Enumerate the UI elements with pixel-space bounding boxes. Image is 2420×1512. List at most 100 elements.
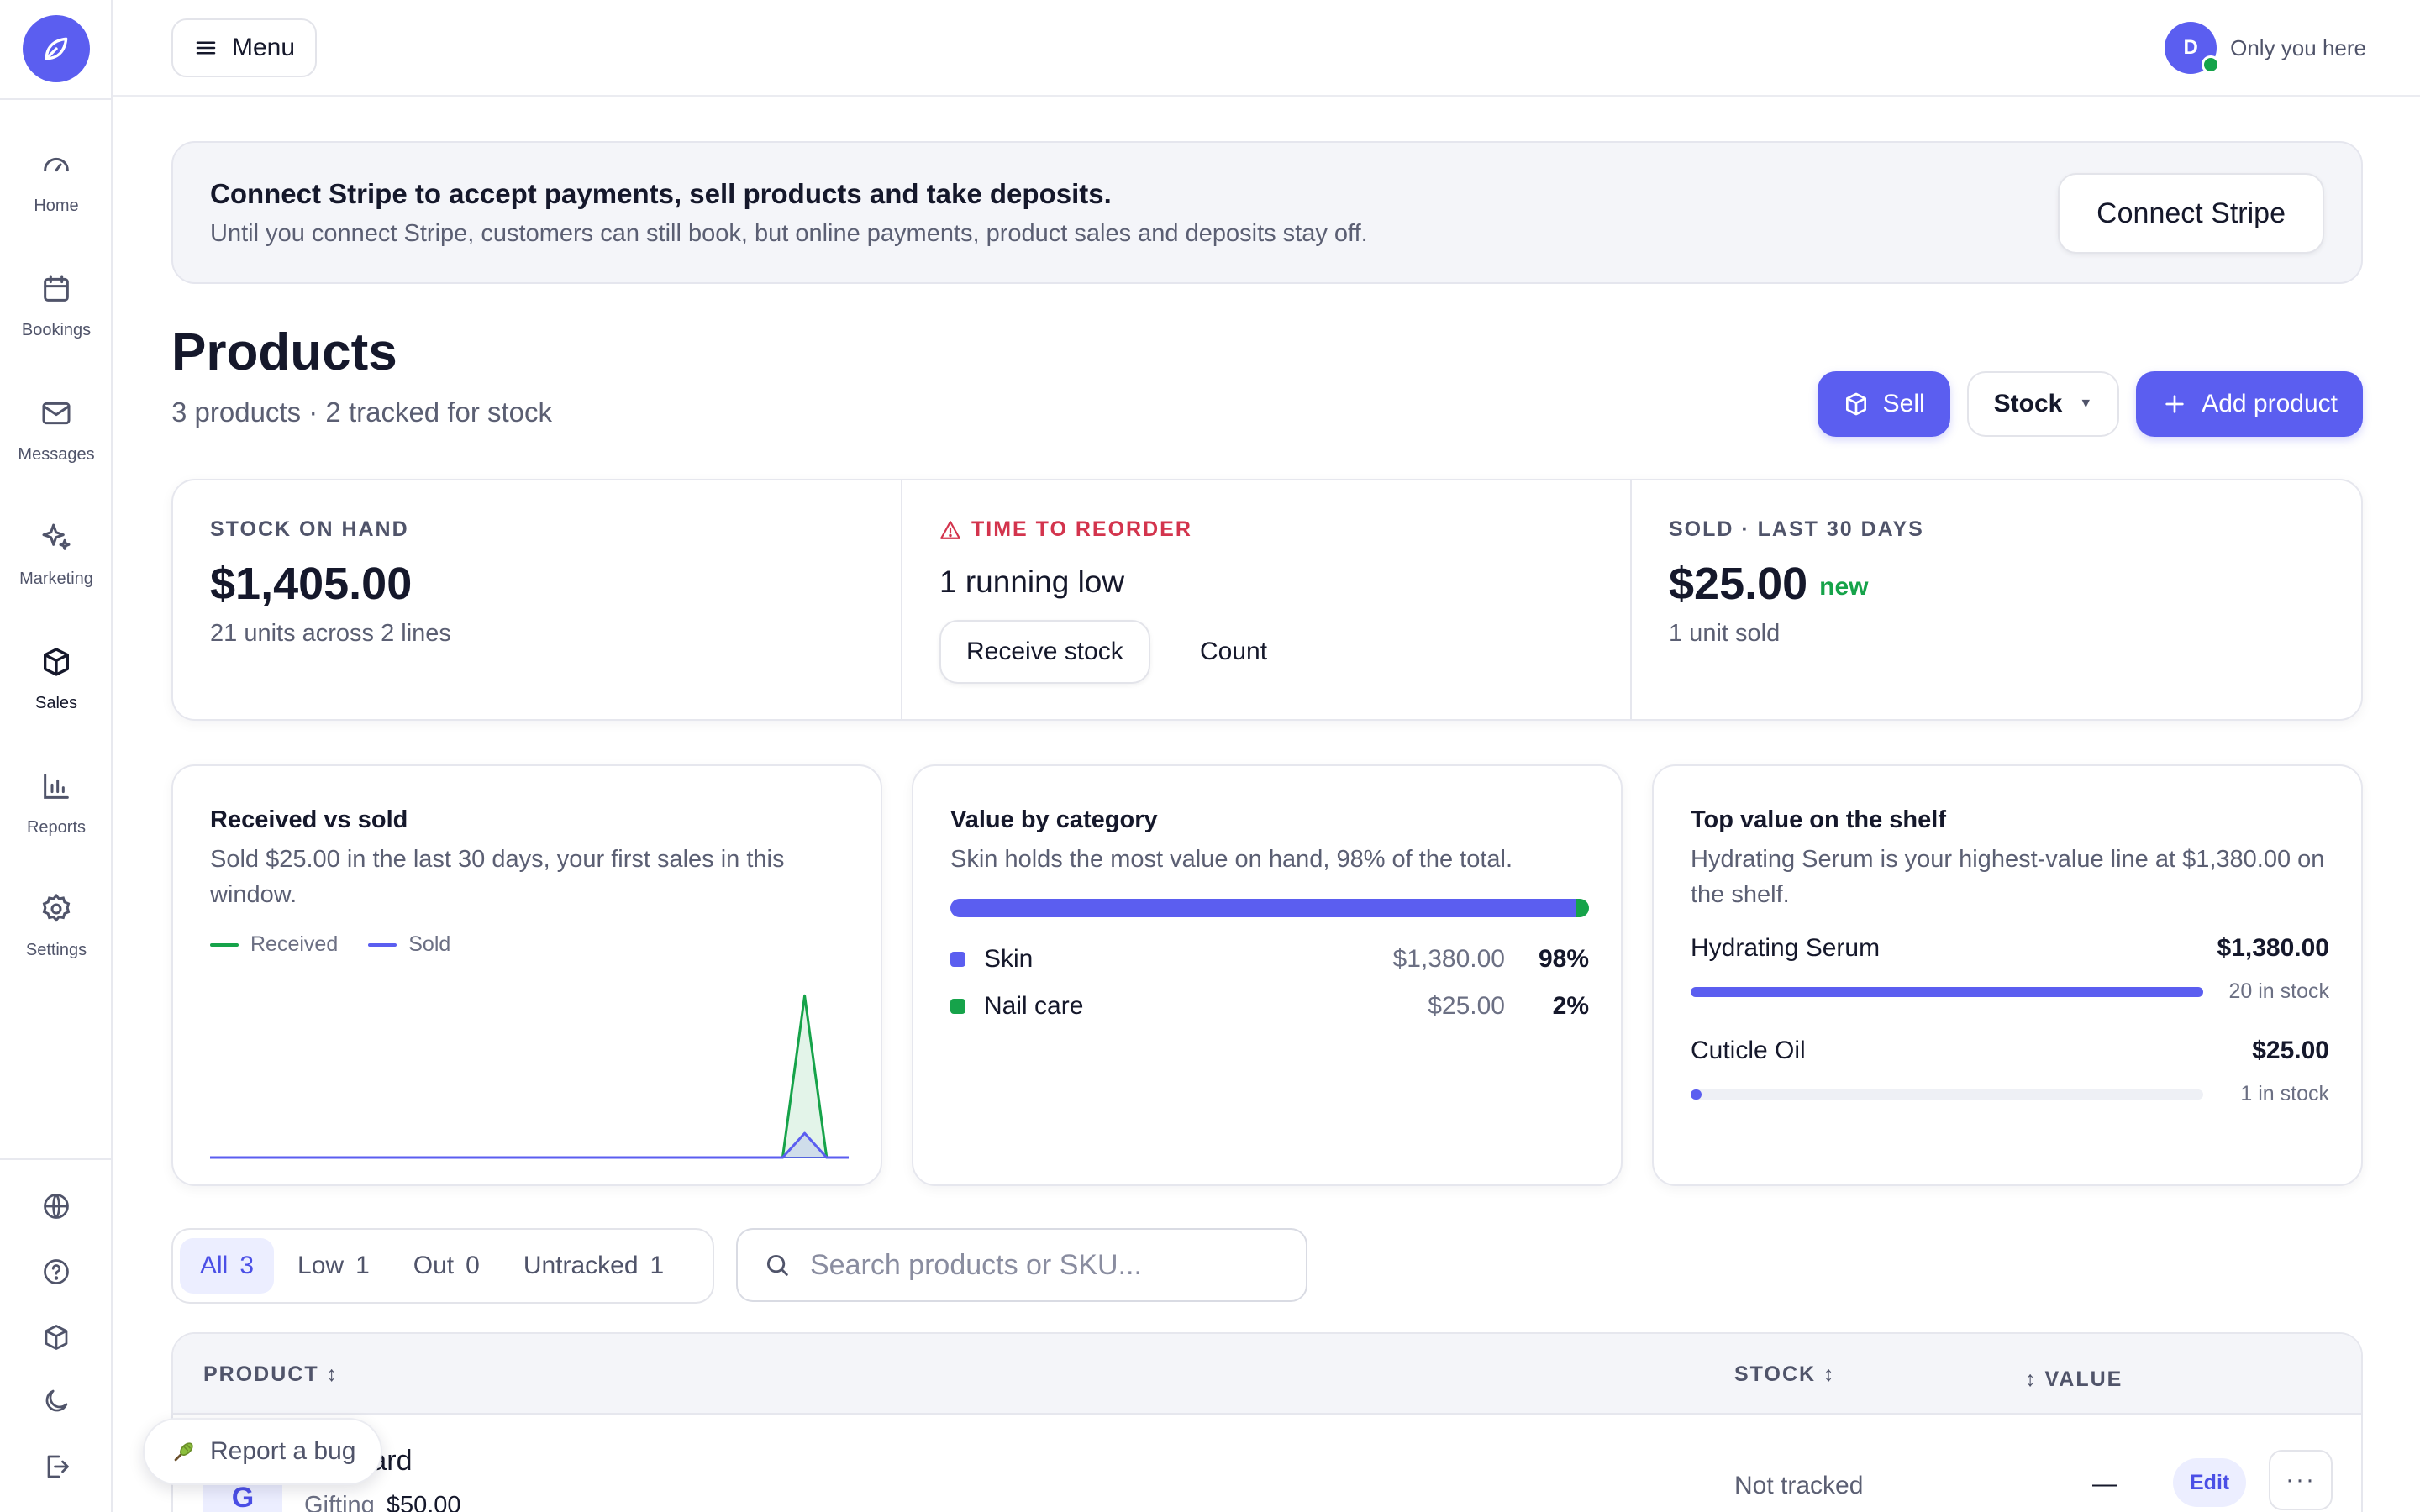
product-category: Gifting	[304, 1492, 375, 1512]
product-price: $50.00	[386, 1492, 461, 1512]
legend-swatch	[210, 942, 239, 947]
filter-chip-untracked[interactable]: Untracked 1	[503, 1238, 684, 1294]
category-swatch	[950, 952, 965, 967]
page-actions: Sell Stock ▼ Add product	[1817, 371, 2363, 437]
page-subtitle: 3 products · 2 tracked for stock	[171, 396, 553, 428]
products-shortcut-button[interactable]	[39, 1320, 73, 1354]
products-table: PRODUCT ↕ STOCK ↕ ↕ VALUE G Gift card Gi…	[171, 1332, 2363, 1512]
stock-filter-tabs: All 3 Low 1 Out 0 Untracked 1	[171, 1228, 714, 1304]
user-menu[interactable]: D Only you here	[2165, 22, 2366, 74]
stock-on-hand-value: $1,405.00	[210, 559, 413, 609]
value-by-category-description: Skin holds the most value on hand, 98% o…	[950, 846, 1513, 873]
caret-down-icon: ▼	[2079, 396, 2093, 411]
sidebar-item-home[interactable]: Home	[0, 148, 113, 257]
plus-icon	[2165, 395, 2184, 413]
sold-value-row: $25.00 new	[1669, 558, 1869, 610]
shelf-item-bar	[1691, 1089, 2203, 1100]
sidebar-item-sales[interactable]: Sales	[0, 645, 113, 754]
legend-item-sold: Sold	[368, 932, 450, 957]
sidebar-item-label: Messages	[18, 445, 95, 464]
received-vs-sold-description: Sold $25.00 in the last 30 days, your fi…	[210, 846, 785, 908]
help-button[interactable]	[39, 1255, 73, 1289]
sidebar-item-settings[interactable]: Settings	[0, 892, 113, 1001]
filter-chip-low[interactable]: Low 1	[277, 1238, 390, 1294]
stock-dropdown-button[interactable]: Stock ▼	[1966, 371, 2120, 437]
chart-area-sold	[210, 1133, 849, 1158]
shelf-item-bar-fill	[1691, 986, 2203, 997]
chart-series-received	[210, 994, 849, 1159]
receive-stock-button[interactable]: Receive stock	[939, 620, 1150, 684]
product-value: —	[2092, 1470, 2118, 1498]
chart-legend: Received Sold	[210, 932, 450, 957]
sidebar-item-label: Reports	[26, 818, 87, 837]
sidebar-item-messages[interactable]: Messages	[0, 396, 113, 506]
shelf-item-name: Hydrating Serum	[1691, 934, 1881, 962]
search-input[interactable]	[810, 1248, 1281, 1282]
menu-button[interactable]: Menu	[171, 18, 318, 77]
table-row[interactable]: G Gift card Gifting$50.00 Not tracked — …	[173, 1415, 2361, 1512]
sidebar-item-reports[interactable]: Reports	[0, 769, 113, 879]
table-header: PRODUCT ↕ STOCK ↕ ↕ VALUE	[173, 1334, 2361, 1415]
warning-icon	[940, 520, 960, 539]
connect-stripe-button[interactable]: Connect Stripe	[2058, 173, 2324, 254]
avatar[interactable]: D	[2165, 22, 2221, 74]
stripe-banner-subtitle: Until you connect Stripe, customers can …	[210, 220, 1368, 247]
count-button[interactable]: Count	[1200, 638, 1268, 665]
moon-icon	[45, 1389, 68, 1412]
column-header-stock[interactable]: STOCK ↕	[1734, 1362, 1836, 1386]
sell-button[interactable]: Sell	[1817, 371, 1950, 437]
sidebar-divider	[0, 98, 113, 100]
sidebar-item-label: Bookings	[21, 321, 92, 339]
shelf-item-name: Cuticle Oil	[1691, 1037, 1806, 1064]
product-search	[736, 1228, 1307, 1302]
language-button[interactable]	[39, 1189, 73, 1223]
help-icon	[44, 1259, 69, 1284]
menu-label: Menu	[232, 34, 296, 61]
add-product-button[interactable]: Add product	[2136, 371, 2363, 437]
summary-card: STOCK ON HAND $1,405.00 21 units across …	[171, 479, 2363, 721]
stock-button-label: Stock	[1993, 390, 2063, 417]
column-header-value[interactable]: ↕ VALUE	[2025, 1368, 2123, 1391]
category-segment-nail-care	[1576, 899, 1589, 917]
user-label: Only you here	[2230, 34, 2366, 60]
chart-area-received	[210, 995, 849, 1158]
more-actions-button[interactable]: ···	[2269, 1450, 2333, 1510]
logout-button[interactable]	[39, 1450, 73, 1483]
sell-button-label: Sell	[1882, 390, 1925, 417]
edit-product-button[interactable]: Edit	[2173, 1458, 2247, 1507]
gear-icon	[42, 893, 71, 922]
filter-chip-out[interactable]: Out 0	[393, 1238, 500, 1294]
leaf-icon	[45, 37, 68, 60]
sidebar-item-label: Home	[34, 197, 79, 215]
sidebar-divider	[0, 1158, 113, 1160]
filter-chip-all[interactable]: All 3	[180, 1238, 275, 1294]
theme-toggle-button[interactable]	[39, 1384, 73, 1418]
report-bug-button[interactable]: Report a bug	[143, 1418, 383, 1485]
shelf-item-stock: 1 in stock	[2240, 1082, 2329, 1105]
reorder-kicker: TIME TO REORDER	[939, 517, 1192, 542]
sparkles-icon	[42, 523, 71, 550]
sold-kicker: SOLD · LAST 30 DAYS	[1669, 517, 1924, 541]
sidebar-item-bookings[interactable]: Bookings	[0, 272, 113, 381]
received-vs-sold-title: Received vs sold	[210, 806, 408, 833]
report-bug-label: Report a bug	[210, 1437, 356, 1465]
legend-swatch	[368, 942, 397, 947]
sidebar-item-marketing[interactable]: Marketing	[0, 521, 113, 630]
stock-on-hand-panel: STOCK ON HAND $1,405.00 21 units across …	[173, 480, 902, 719]
filter-chip-label: Out	[413, 1252, 455, 1279]
filter-chip-label: Low	[297, 1252, 345, 1279]
app-logo[interactable]	[23, 15, 90, 82]
value-by-category-card: Value by category Skin holds the most va…	[912, 764, 1623, 1186]
chart-series-sold	[210, 1131, 849, 1159]
filter-chip-label: Untracked	[523, 1252, 639, 1279]
category-segment-skin	[950, 899, 1576, 917]
hamburger-icon	[196, 41, 216, 55]
stripe-banner: Connect Stripe to accept payments, sell …	[171, 141, 2363, 284]
filter-chip-count: 0	[466, 1252, 480, 1279]
logout-icon	[47, 1455, 69, 1478]
filter-chip-count: 1	[355, 1252, 370, 1279]
filter-chip-count: 1	[650, 1252, 665, 1279]
column-header-product[interactable]: PRODUCT ↕	[203, 1362, 339, 1386]
product-stock: Not tracked	[1734, 1472, 1864, 1499]
legend-label: Sold	[408, 932, 451, 956]
